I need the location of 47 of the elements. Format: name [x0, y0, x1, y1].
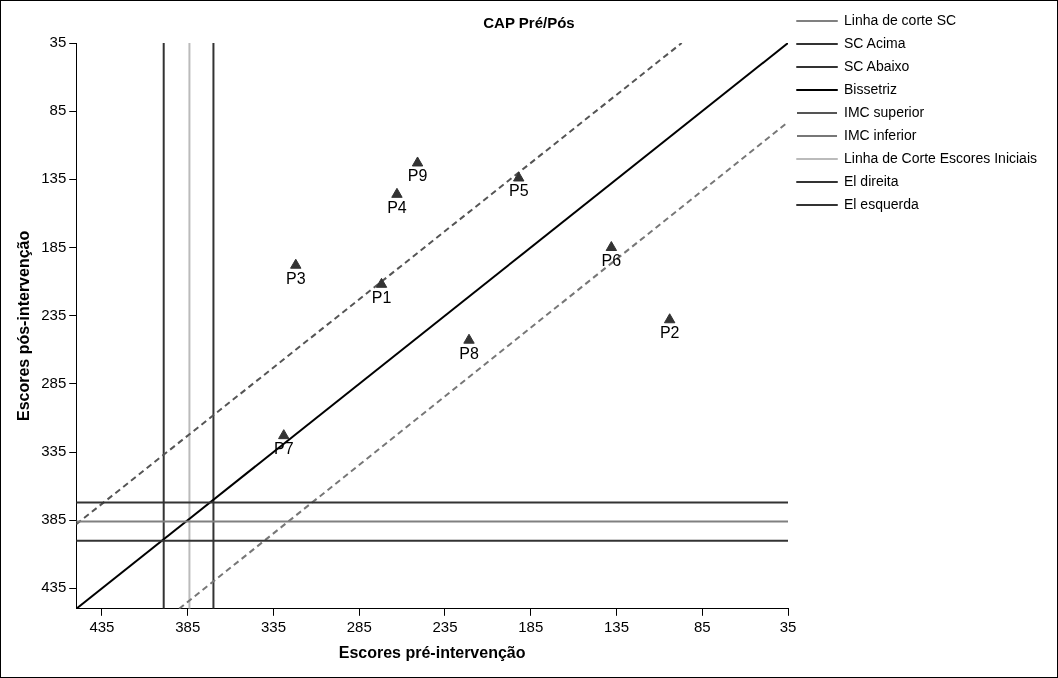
x-tick-label: 135 — [603, 617, 630, 635]
legend-label: Linha de Corte Escores Iniciais — [844, 149, 1038, 166]
point — [278, 429, 290, 440]
x-tick-label: 35 — [779, 617, 797, 635]
legend-label: El direita — [844, 172, 899, 189]
legend-label: Linha de corte SC — [844, 11, 957, 28]
x-tick-label: 235 — [432, 617, 458, 635]
y-tick-label: 385 — [41, 510, 67, 528]
y-tick-label: 235 — [41, 305, 67, 323]
point — [463, 333, 475, 344]
x-tick-label: 285 — [346, 617, 372, 635]
point — [290, 258, 302, 269]
x-tick-label: 335 — [260, 617, 286, 635]
legend-label: SC Abaixo — [844, 57, 910, 74]
y-tick-label: 85 — [49, 101, 67, 119]
x-axis-title: Escores pré-intervenção — [338, 643, 526, 661]
y-tick-label: 185 — [41, 237, 67, 255]
y-axis-title: Escores pós-intervenção — [15, 230, 33, 422]
legend-label: IMC superior — [844, 103, 925, 120]
legend-label: Bissetriz — [844, 80, 897, 97]
x-tick-label: 435 — [89, 617, 115, 635]
annotation: P8 — [459, 344, 479, 362]
annotation: P1 — [371, 288, 392, 306]
legend-label: SC Acima — [844, 34, 906, 51]
legend-label: El esquerda — [844, 195, 919, 212]
y-tick-label: 285 — [41, 373, 67, 391]
x-tick-label: 85 — [693, 617, 711, 635]
y-tick-label: 335 — [41, 442, 67, 460]
annotation: P2 — [659, 324, 680, 342]
annotation: P5 — [508, 182, 529, 200]
x-tick-label: 385 — [175, 617, 201, 635]
legend-label: IMC inferior — [844, 126, 917, 143]
point — [391, 187, 403, 198]
point — [411, 156, 424, 167]
y-tick-label: 435 — [41, 578, 67, 596]
y-tick-label: 135 — [41, 169, 67, 187]
point — [375, 277, 388, 288]
y-tick-label: 35 — [49, 33, 67, 51]
x-tick-label: 185 — [518, 617, 544, 635]
point — [605, 241, 618, 252]
annotation: P4 — [387, 198, 407, 216]
chart-title: CAP Pré/Pós — [483, 14, 575, 32]
point — [663, 313, 676, 324]
point — [513, 171, 525, 182]
annotation: P3 — [285, 269, 306, 287]
annotation: P9 — [407, 167, 428, 185]
annotation: P6 — [601, 251, 622, 269]
